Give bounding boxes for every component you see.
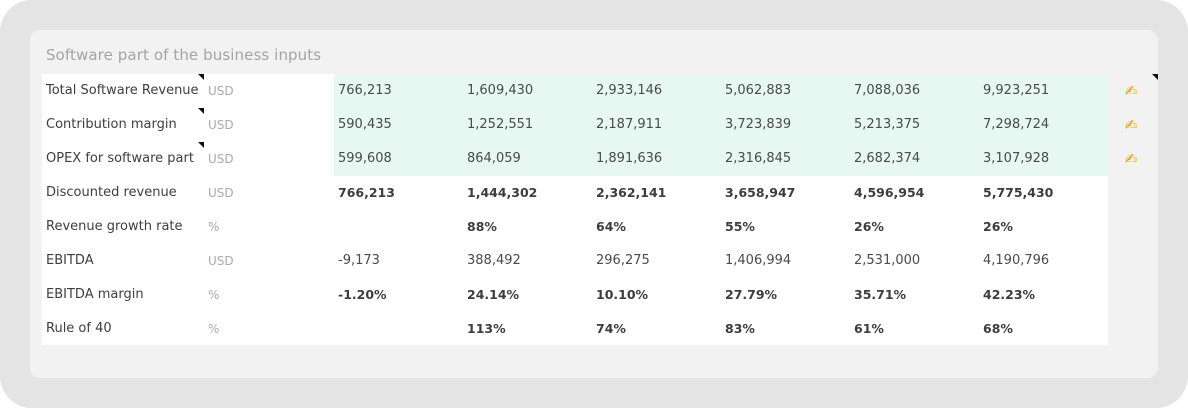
input-value-cell[interactable]: 5,213,375 (854, 117, 921, 132)
input-value-cell[interactable]: 2,933,146 (596, 83, 663, 98)
row-unit: % (208, 322, 220, 336)
input-value-cell[interactable]: 1,252,551 (467, 117, 534, 132)
input-value-cell[interactable]: 2,187,911 (596, 117, 663, 132)
value-cell: 42.23% (983, 287, 1036, 302)
value-cell: 64% (596, 219, 626, 234)
cell-note-marker (198, 74, 204, 80)
writing-hand-icon[interactable]: ✍ (1124, 116, 1138, 134)
input-value-cell[interactable]: 599,608 (338, 151, 392, 166)
value-cell: 68% (983, 321, 1013, 336)
writing-hand-icon[interactable]: ✍ (1124, 82, 1138, 100)
row-label: EBITDA margin (46, 287, 144, 302)
row-unit: % (208, 220, 220, 234)
value-cell: 26% (854, 219, 884, 234)
value-cell: 3,658,947 (725, 185, 796, 200)
table-row: Discounted revenue USD 766,213 1,444,302 2,3… (42, 176, 1108, 210)
inputs-table: Total Software Revenue USD 766,213 1,609,43… (42, 74, 1158, 346)
panel-title: Software part of the business inputs (46, 46, 322, 64)
row-label: Total Software Revenue (46, 83, 199, 98)
table-row: Rule of 40% 113% 74% 83% 61% 68% (42, 312, 1108, 346)
row-label: OPEX for software part (46, 151, 194, 166)
input-value-cell[interactable]: 7,088,036 (854, 83, 921, 98)
input-value-cell[interactable]: 7,298,724 (983, 117, 1050, 132)
value-cell: 88% (467, 219, 497, 234)
value-cell: 10.10% (596, 287, 649, 302)
value-cell: 296,275 (596, 253, 650, 268)
row-unit: USD (208, 152, 234, 166)
row-label: EBITDA (46, 253, 94, 268)
table-row: EBITDA USD -9,173 388,492 296,275 1,406,994 2,… (42, 244, 1108, 278)
input-value-cell[interactable]: 5,062,883 (725, 83, 792, 98)
value-cell: 1,444,302 (467, 185, 538, 200)
cell-note-marker (1152, 74, 1158, 80)
input-value-cell[interactable]: 2,316,845 (725, 151, 792, 166)
table-row: Revenue growth rate% 88% 64% 55% 26% 26% (42, 210, 1108, 244)
row-label: Revenue growth rate (46, 219, 183, 234)
value-cell: 24.14% (467, 287, 520, 302)
value-cell: 35.71% (854, 287, 907, 302)
input-value-cell[interactable]: 1,891,636 (596, 151, 663, 166)
writing-hand-icon[interactable]: ✍ (1124, 150, 1138, 168)
row-unit: % (208, 288, 220, 302)
row-label: Discounted revenue (46, 185, 177, 200)
value-cell: 26% (983, 219, 1013, 234)
value-cell: 388,492 (467, 253, 521, 268)
value-cell: 2,531,000 (854, 253, 921, 268)
table-row: Contribution margin USD 590,435 1,252,551 2,… (42, 108, 1137, 142)
value-cell: 4,596,954 (854, 185, 925, 200)
value-cell: 4,190,796 (983, 253, 1050, 268)
cell-note-marker (198, 108, 204, 114)
value-cell: 61% (854, 321, 884, 336)
table-row: EBITDA margin% -1.20% 24.14% 10.10% 27.79% 35… (42, 278, 1108, 312)
value-cell: 1,406,994 (725, 253, 792, 268)
input-cells-background (334, 74, 1108, 176)
value-cell: 83% (725, 321, 755, 336)
input-value-cell[interactable]: 2,682,374 (854, 151, 921, 166)
input-value-cell[interactable]: 766,213 (338, 83, 392, 98)
input-value-cell[interactable]: 864,059 (467, 151, 521, 166)
row-label: Rule of 40 (46, 321, 112, 336)
row-label: Contribution margin (46, 117, 177, 132)
input-value-cell[interactable]: 590,435 (338, 117, 392, 132)
input-value-cell[interactable]: 1,609,430 (467, 83, 534, 98)
value-cell: 27.79% (725, 287, 778, 302)
table-row: Total Software Revenue USD 766,213 1,609,43… (42, 74, 1137, 108)
table-row: OPEX for software part USD 599,608 864,059 1… (42, 142, 1137, 176)
row-unit: USD (208, 254, 234, 268)
value-cell: -9,173 (338, 253, 380, 268)
value-cell: 113% (467, 321, 506, 336)
row-unit: USD (208, 186, 234, 200)
row-unit: USD (208, 118, 234, 132)
value-cell: 55% (725, 219, 755, 234)
row-unit: USD (208, 84, 234, 98)
value-cell: 766,213 (338, 185, 395, 200)
value-cell: 2,362,141 (596, 185, 667, 200)
inputs-panel: Software part of the business inputs Tot… (30, 30, 1158, 378)
value-cell: 5,775,430 (983, 185, 1054, 200)
value-cell: 74% (596, 321, 626, 336)
input-value-cell[interactable]: 3,723,839 (725, 117, 792, 132)
value-cell: -1.20% (338, 287, 387, 302)
cell-note-marker (198, 142, 204, 148)
input-value-cell[interactable]: 9,923,251 (983, 83, 1050, 98)
input-value-cell[interactable]: 3,107,928 (983, 151, 1050, 166)
